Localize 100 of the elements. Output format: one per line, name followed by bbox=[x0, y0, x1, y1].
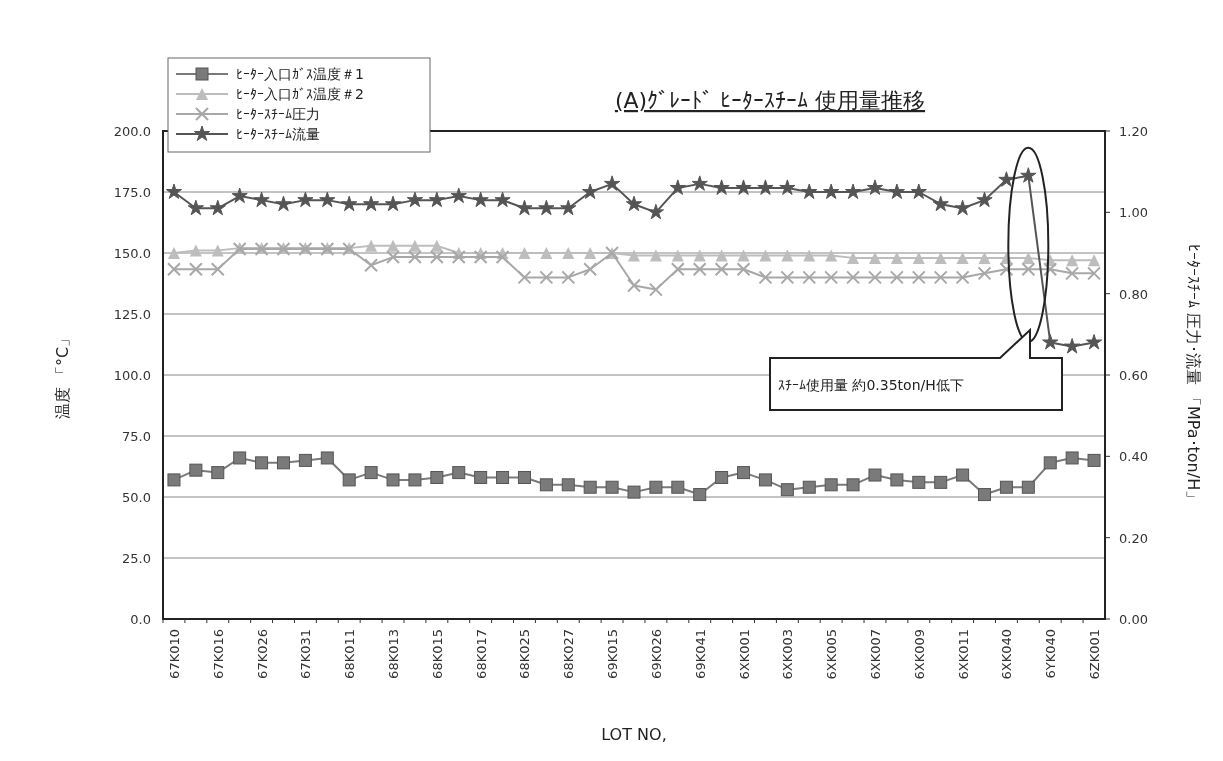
x-tick-label: 67K026 bbox=[254, 629, 270, 679]
point bbox=[276, 456, 290, 470]
point bbox=[846, 478, 860, 492]
x-tick-label: 6YK040 bbox=[1043, 629, 1059, 679]
point bbox=[473, 250, 488, 265]
point bbox=[561, 270, 576, 285]
point bbox=[167, 473, 181, 487]
point bbox=[693, 488, 707, 502]
y2-tick-label: 1.00 bbox=[1119, 205, 1148, 221]
point bbox=[430, 470, 444, 484]
point bbox=[188, 262, 203, 277]
point bbox=[823, 183, 840, 199]
y-tick-label: 50.0 bbox=[122, 490, 151, 505]
y-tick-label: 0.0 bbox=[130, 612, 151, 627]
point bbox=[1065, 266, 1080, 281]
point bbox=[736, 262, 751, 277]
x-tick-label: 68K013 bbox=[386, 629, 402, 679]
y-tick-label: 150.0 bbox=[113, 246, 151, 261]
point bbox=[364, 466, 378, 480]
point bbox=[518, 247, 531, 259]
point bbox=[165, 183, 183, 199]
point bbox=[255, 456, 269, 470]
y-tick-label: 75.0 bbox=[122, 429, 151, 444]
point bbox=[759, 249, 772, 262]
point bbox=[540, 247, 553, 259]
x-tick-label: 68K025 bbox=[517, 629, 533, 679]
point bbox=[406, 191, 424, 208]
point bbox=[363, 195, 380, 212]
point bbox=[779, 179, 796, 195]
point bbox=[802, 270, 817, 285]
point bbox=[582, 183, 599, 199]
x-tick-label: 6XK007 bbox=[867, 629, 883, 680]
x-tick-label: 67K016 bbox=[210, 629, 226, 679]
point bbox=[408, 473, 422, 487]
point bbox=[670, 262, 685, 277]
point bbox=[584, 247, 597, 259]
point bbox=[737, 249, 750, 262]
point bbox=[408, 239, 421, 252]
point bbox=[912, 475, 926, 489]
point bbox=[846, 270, 861, 285]
point bbox=[1021, 480, 1035, 494]
point bbox=[758, 270, 773, 285]
point bbox=[603, 175, 621, 191]
x-tick-label: 68K015 bbox=[429, 629, 445, 679]
point bbox=[1065, 451, 1079, 465]
x-tick-label: 68K011 bbox=[342, 629, 358, 679]
y-tick-label: 175.0 bbox=[113, 185, 151, 200]
y-tick-label: 25.0 bbox=[122, 551, 151, 566]
point bbox=[844, 183, 862, 199]
point bbox=[999, 262, 1014, 277]
x-tick-label: 69K041 bbox=[692, 629, 708, 679]
point bbox=[1042, 333, 1059, 350]
point bbox=[253, 191, 270, 208]
point bbox=[407, 250, 422, 265]
point bbox=[517, 470, 531, 484]
point bbox=[166, 262, 181, 277]
point bbox=[167, 247, 180, 259]
x-tick-label: 69K026 bbox=[648, 629, 664, 679]
point bbox=[868, 468, 882, 482]
point bbox=[1021, 262, 1036, 277]
point bbox=[472, 191, 489, 208]
point bbox=[187, 199, 204, 216]
x-tick-label: 68K027 bbox=[561, 629, 577, 679]
point bbox=[910, 183, 927, 199]
point bbox=[583, 480, 597, 494]
x-tick-label: 67K031 bbox=[298, 629, 314, 679]
y2-tick-label: 0.60 bbox=[1119, 368, 1148, 383]
point bbox=[713, 179, 730, 195]
point bbox=[627, 278, 641, 293]
y-tick-label: 100.0 bbox=[113, 368, 151, 383]
point bbox=[888, 183, 905, 199]
point bbox=[386, 473, 400, 487]
point bbox=[562, 247, 575, 259]
point bbox=[735, 179, 752, 195]
point bbox=[758, 473, 772, 487]
point bbox=[538, 199, 555, 216]
point bbox=[647, 203, 665, 220]
point bbox=[384, 195, 402, 212]
point bbox=[671, 249, 684, 262]
y2-tick-label: 0.00 bbox=[1119, 612, 1148, 627]
x-tick-label: 6XK003 bbox=[780, 629, 796, 680]
point bbox=[648, 282, 663, 297]
point bbox=[539, 478, 553, 492]
x-tick-label: 6ZK001 bbox=[1087, 629, 1103, 680]
point bbox=[275, 195, 292, 212]
point bbox=[517, 270, 532, 285]
point bbox=[474, 470, 488, 484]
point bbox=[977, 266, 992, 281]
point bbox=[889, 270, 904, 285]
legend-label: ﾋｰﾀｰｽﾁｰﾑ流量 bbox=[236, 126, 320, 142]
point bbox=[649, 480, 663, 494]
point bbox=[955, 270, 970, 285]
point bbox=[933, 270, 948, 285]
point bbox=[583, 262, 598, 277]
point bbox=[780, 270, 795, 285]
point bbox=[802, 480, 816, 494]
point bbox=[999, 480, 1013, 494]
point bbox=[1064, 338, 1081, 354]
point bbox=[430, 239, 443, 252]
point bbox=[976, 191, 993, 208]
